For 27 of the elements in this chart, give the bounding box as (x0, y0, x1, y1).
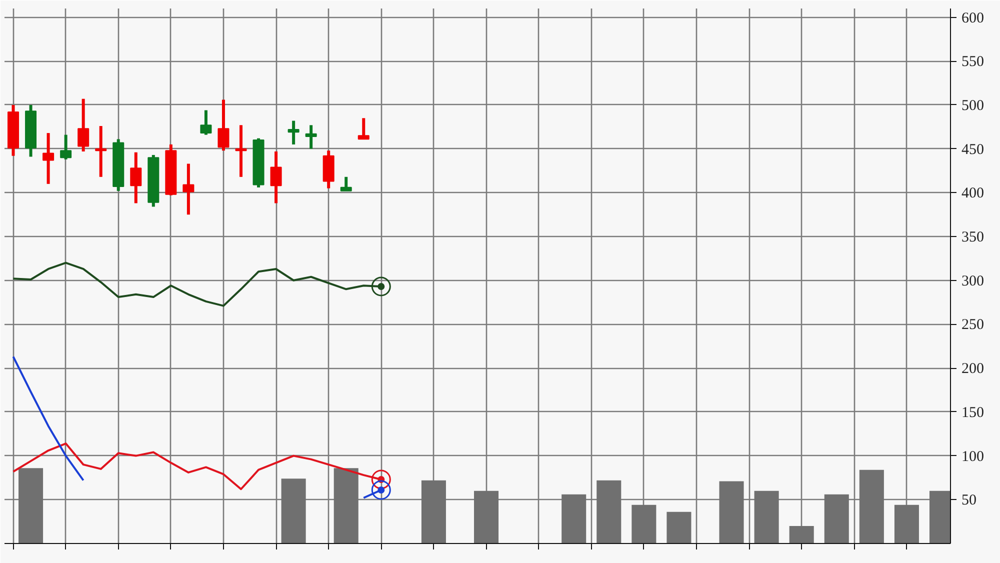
candlestick (78, 98, 90, 152)
y-tick-label: 100 (962, 448, 984, 465)
y-tick-label: 150 (962, 404, 984, 421)
candlestick (340, 176, 352, 192)
candlestick (182, 164, 194, 215)
y-tick-label: 600 (962, 10, 984, 26)
y-tick-label: 400 (962, 186, 984, 202)
candlestick (305, 125, 317, 149)
y-tick-label: 50 (962, 492, 976, 509)
y-tick-label: 450 (962, 142, 984, 158)
candlestick (218, 100, 230, 151)
candlestick (270, 151, 282, 204)
y-tick-label: 500 (962, 98, 984, 114)
candlestick (42, 133, 54, 184)
y-tick-label: 300 (962, 273, 984, 290)
y-tick-label: 350 (962, 230, 984, 246)
candlestick (358, 118, 370, 140)
y-tick-label: 550 (962, 54, 984, 70)
candlestick (130, 152, 142, 204)
candlestick (288, 120, 300, 144)
bar (666, 512, 692, 544)
candlestick (200, 110, 212, 135)
y-tick-label: 250 (962, 317, 984, 334)
candlestick (235, 125, 247, 177)
candlestick (95, 126, 107, 177)
candlestick (60, 134, 72, 160)
y-tick-label: 200 (962, 361, 984, 378)
